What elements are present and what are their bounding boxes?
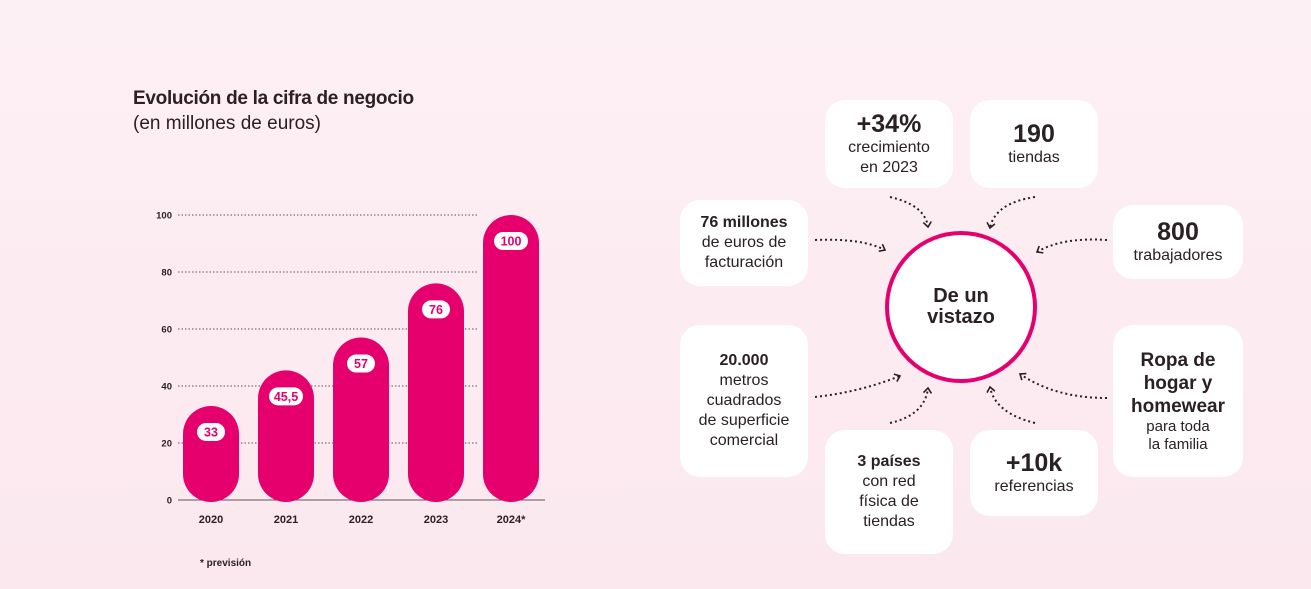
area-card: 20.000 metros cuadrados de superficie co… (680, 325, 808, 477)
countries-line-1: 3 países (857, 453, 921, 470)
growth-value: +34% (856, 110, 922, 138)
data-label: 57 (354, 357, 368, 371)
stores-card: 190 tiendas (970, 100, 1098, 188)
data-label: 76 (429, 303, 443, 317)
center-label: De un vistazo (927, 285, 995, 328)
employees-card: 800 trabajadores (1113, 205, 1243, 279)
bar (483, 215, 539, 502)
products-line-3: homewear (1131, 395, 1225, 417)
arrow-growth (889, 196, 932, 229)
area-line-1: 20.000 (719, 352, 769, 369)
bar (258, 370, 314, 502)
data-label: 33 (204, 425, 218, 439)
products-line-5: la familia (1148, 435, 1208, 453)
area-line-2: metros (719, 372, 769, 389)
arrow-references (986, 385, 1036, 424)
arrow-employees (1035, 238, 1108, 254)
references-value: +10k (1005, 449, 1063, 477)
data-label: 100 (501, 235, 522, 249)
y-tick-label: 60 (161, 325, 172, 336)
chart-title: Evolución de la cifra de negocio (133, 88, 414, 109)
products-line-2: hogar y (1143, 372, 1213, 394)
employees-value: 800 (1157, 218, 1199, 246)
growth-card: +34% crecimiento en 2023 (825, 100, 953, 188)
footnote: * previsión (200, 558, 252, 569)
growth-label-1: crecimiento (848, 139, 930, 156)
y-tick-label: 100 (156, 211, 172, 222)
revenue-line-3: facturación (704, 254, 784, 271)
center-circle: De un vistazo (885, 231, 1037, 383)
y-tick-label: 0 (167, 496, 172, 507)
revenue-card: 76 millones de euros de facturación (680, 200, 808, 286)
data-label-pill (197, 422, 225, 441)
arrow-products (1018, 372, 1108, 399)
data-label-pill (494, 232, 528, 250)
countries-line-4: tiendas (863, 513, 915, 530)
x-tick-label: 2022 (349, 514, 373, 526)
arrow-countries (889, 386, 933, 424)
area-line-4: de superficie (698, 412, 790, 429)
countries-line-2: con red (862, 473, 916, 490)
revenue-bar-chart: 100 80 60 40 20 0 33 2020 45,5 2021 57 2022 76 2023 10… (156, 211, 545, 526)
chart-subtitle: (en millones de euros) (133, 113, 321, 134)
y-tick-label: 20 (161, 439, 172, 450)
data-label-pill (269, 387, 303, 406)
y-tick-label: 40 (161, 382, 172, 393)
references-card: +10k referencias (970, 430, 1098, 516)
x-tick-label: 2020 (199, 514, 223, 526)
x-tick-label: 2024* (497, 514, 526, 526)
y-tick-label: 80 (161, 268, 172, 279)
x-tick-label: 2021 (274, 514, 298, 526)
data-label-pill (347, 354, 375, 373)
arrow-area (814, 373, 902, 398)
area-line-5: comercial (709, 432, 779, 449)
data-label-pill (422, 300, 450, 319)
bar (333, 337, 389, 502)
bar (408, 283, 464, 502)
revenue-line-2: de euros de (701, 234, 787, 251)
references-label: referencias (994, 478, 1074, 495)
growth-label-2: en 2023 (860, 159, 918, 176)
stores-value: 190 (1013, 120, 1055, 148)
products-card: Ropa de hogar y homewear para toda la fa… (1113, 325, 1243, 477)
countries-line-3: física de (859, 493, 919, 510)
arrow-revenue (814, 238, 887, 253)
data-label: 45,5 (274, 390, 298, 404)
area-line-3: cuadrados (706, 392, 782, 409)
stores-label: tiendas (1008, 149, 1060, 166)
products-line-1: Ropa de (1140, 349, 1216, 371)
countries-card: 3 países con red física de tiendas (825, 430, 953, 554)
products-line-4: para toda (1146, 417, 1210, 435)
employees-label: trabajadores (1133, 247, 1223, 264)
arrow-stores (986, 196, 1036, 230)
bar (183, 405, 239, 502)
x-tick-label: 2023 (424, 514, 448, 526)
revenue-line-1: 76 millones (700, 214, 788, 231)
